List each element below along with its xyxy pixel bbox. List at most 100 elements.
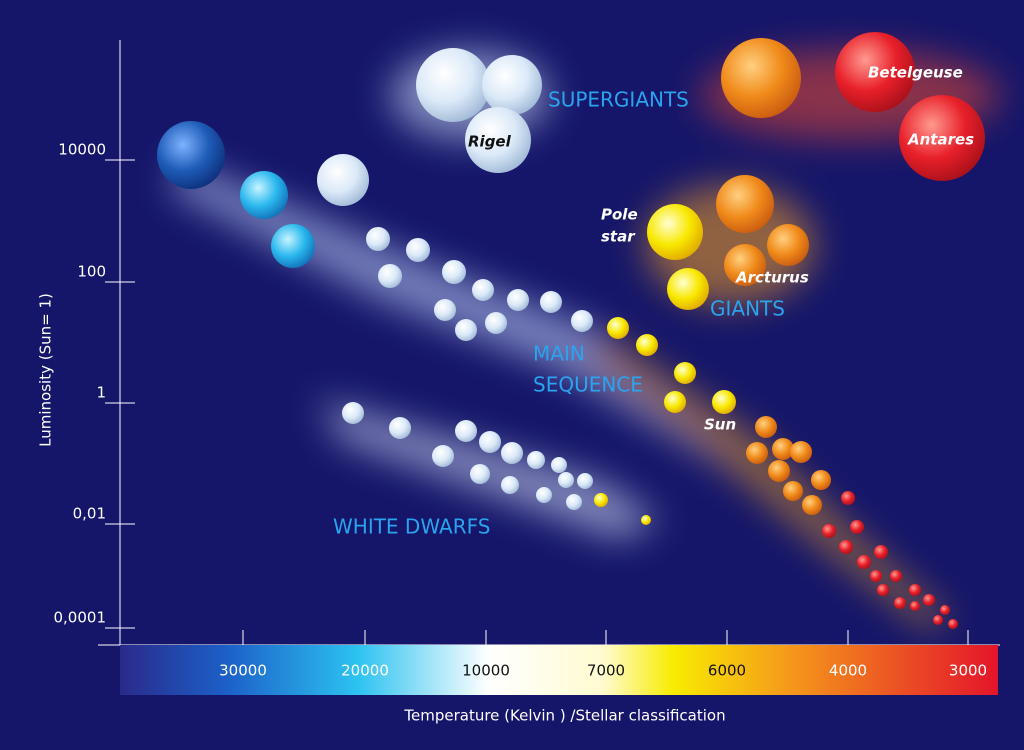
- region-label: SEQUENCE: [533, 373, 643, 397]
- star: [342, 402, 364, 424]
- star: [434, 299, 456, 321]
- star: [712, 390, 736, 414]
- star-name: Arcturus: [735, 269, 809, 287]
- star: [240, 171, 288, 219]
- x-tick-label: 3000: [949, 662, 987, 680]
- y-tick-label: 100: [77, 263, 106, 281]
- star: [724, 244, 766, 286]
- star: [607, 317, 629, 339]
- star: [899, 95, 985, 181]
- x-tick-label: 30000: [219, 662, 267, 680]
- star: [870, 570, 882, 582]
- region-label: GIANTS: [710, 297, 785, 321]
- color-bar: [120, 645, 998, 695]
- star: [783, 481, 803, 501]
- glow: [170, 50, 1000, 630]
- y-tick-label: 1: [96, 384, 106, 402]
- star: [910, 601, 920, 611]
- star: [507, 289, 529, 311]
- star: [406, 238, 430, 262]
- star: [811, 470, 831, 490]
- star: [558, 472, 574, 488]
- star: [772, 438, 794, 460]
- star: [667, 268, 709, 310]
- star: [482, 55, 542, 115]
- star: [527, 451, 545, 469]
- star: [890, 570, 902, 582]
- star: [455, 420, 477, 442]
- star: [317, 154, 369, 206]
- star: [157, 121, 225, 189]
- star-name: Pole: [601, 206, 638, 224]
- star: [594, 493, 608, 507]
- y-axis-label: Luminosity (Sun= 1): [37, 293, 55, 447]
- star: [802, 495, 822, 515]
- star: [841, 491, 855, 505]
- star: [746, 442, 768, 464]
- star: [636, 334, 658, 356]
- star: [641, 515, 651, 525]
- region-label: WHITE DWARFS: [333, 515, 490, 539]
- star: [378, 264, 402, 288]
- star: [857, 555, 871, 569]
- star: [465, 107, 531, 173]
- star: [940, 605, 950, 615]
- y-tick-label: 0,0001: [54, 609, 107, 627]
- stars: [157, 32, 985, 629]
- region-label: SUPERGIANTS: [548, 88, 689, 112]
- star: [271, 224, 315, 268]
- star: [716, 175, 774, 233]
- star-name: Sun: [704, 416, 736, 434]
- star: [501, 476, 519, 494]
- star: [442, 260, 466, 284]
- star: [416, 48, 490, 122]
- star: [767, 224, 809, 266]
- star: [850, 520, 864, 534]
- star: [948, 619, 958, 629]
- star-name: Antares: [907, 131, 974, 149]
- star: [551, 457, 567, 473]
- star: [790, 441, 812, 463]
- star-name: Rigel: [468, 133, 512, 151]
- star: [455, 319, 477, 341]
- star: [540, 291, 562, 313]
- star: [577, 473, 593, 489]
- x-tick-label: 6000: [708, 662, 746, 680]
- star: [755, 416, 777, 438]
- star: [674, 362, 696, 384]
- star: [571, 310, 593, 332]
- star-name: star: [601, 228, 636, 246]
- star-name: Betelgeuse: [868, 64, 963, 82]
- star: [933, 615, 943, 625]
- star: [839, 540, 853, 554]
- star: [768, 460, 790, 482]
- star: [479, 431, 501, 453]
- star: [647, 204, 703, 260]
- star: [566, 494, 582, 510]
- star: [835, 32, 915, 112]
- x-tick-label: 20000: [341, 662, 389, 680]
- x-tick-label: 10000: [462, 662, 510, 680]
- star: [822, 524, 836, 538]
- star: [536, 487, 552, 503]
- x-axis-label: Temperature (Kelvin ) /Stellar classific…: [403, 707, 725, 725]
- star: [664, 391, 686, 413]
- star: [485, 312, 507, 334]
- star: [432, 445, 454, 467]
- y-tick-label: 10000: [58, 141, 106, 159]
- x-tick-label: 7000: [587, 662, 625, 680]
- star: [874, 545, 888, 559]
- y-tick-label: 0,01: [73, 505, 106, 523]
- star: [470, 464, 490, 484]
- star: [472, 279, 494, 301]
- star: [877, 584, 889, 596]
- star: [894, 597, 906, 609]
- star: [501, 442, 523, 464]
- star: [721, 38, 801, 118]
- star: [909, 584, 921, 596]
- region-label: MAIN: [533, 342, 585, 366]
- star: [923, 594, 935, 606]
- star: [366, 227, 390, 251]
- star: [389, 417, 411, 439]
